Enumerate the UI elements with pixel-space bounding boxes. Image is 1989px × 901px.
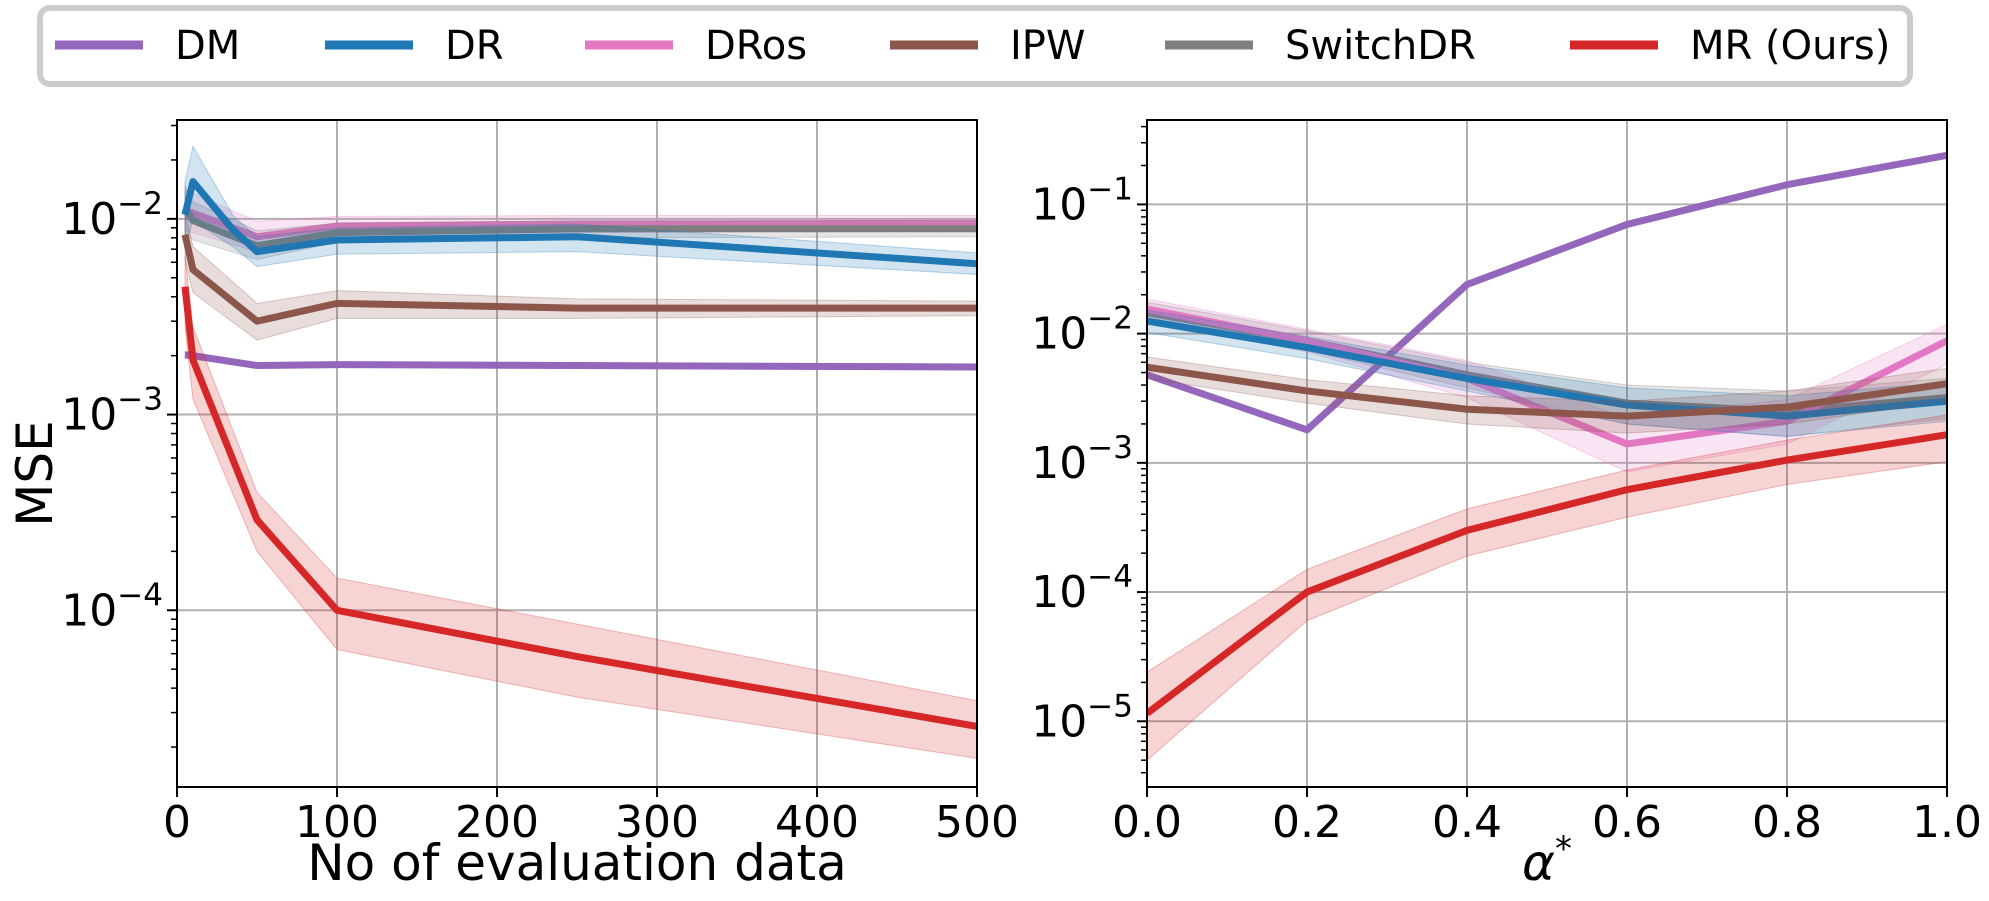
x-tick-label-2: 0.4 [1432,797,1502,848]
line-dr [181,178,977,268]
line-ipw [1147,363,1947,420]
line-switchdr [182,206,977,250]
x-tick-label-1: 0.2 [1272,797,1342,848]
legend-label-dr: DR [445,23,504,69]
legend-label-dm: DM [175,23,240,69]
x-tick-label-0: 0 [163,797,191,848]
legend-label-ipw: IPW [1010,23,1085,69]
line-dr [1147,317,1947,420]
legend-label-dros: DRos [705,23,807,69]
line-ipw [181,233,977,325]
band-mr-ours [184,255,977,759]
legend-label-mr-ours: MR (Ours) [1690,23,1890,69]
y-tick-label-0: 10−5 [1031,688,1133,747]
x-tick-label-5: 1.0 [1912,797,1982,848]
y-axis-label: MSE [6,420,64,526]
left-panel: 0 100 200 300 400 500 10−4 10−3 10−2 No of evalua… [6,119,1019,892]
right-panel: 0.0 0.2 0.4 0.6 0.8 1.0 10−5 10−4 10−3 10−2 10−1 α* [1031,119,1982,892]
x-tick-label-4: 400 [775,797,859,848]
y-tick-label-0: 10−4 [61,577,163,636]
line-dm [1147,151,1947,434]
x-axis-label: α* [1522,829,1572,892]
x-axis-label: No of evaluation data [307,834,846,892]
band-dr [1147,309,1947,437]
legend: DM DR DRos IPW SwitchDR MR (Ours) [37,5,1913,87]
y-tick-label-1: 10−3 [61,382,163,441]
x-tick-label-3: 300 [615,797,699,848]
band-ipw [1147,356,1947,434]
line-mr-ours [1147,431,1947,717]
axes-frame [1146,119,1948,788]
line-mr-ours [181,286,977,730]
x-tick-label-1: 100 [295,797,379,848]
x-tick-label-5: 500 [935,797,1019,848]
y-tick-label-4: 10−1 [1031,171,1133,230]
y-tick-label-2: 10−2 [61,186,163,245]
y-tick-label-2: 10−3 [1031,430,1133,489]
legend-label-switchdr: SwitchDR [1285,23,1476,69]
x-tick-label-2: 200 [455,797,539,848]
x-tick-label-3: 0.6 [1592,797,1662,848]
series-layer [181,144,977,759]
x-tick-label-4: 0.8 [1752,797,1822,848]
y-tick-label-1: 10−4 [1031,559,1133,618]
y-tick-label-3: 10−2 [1031,301,1133,360]
x-tick-label-0: 0.0 [1112,797,1182,848]
axes-frame [176,119,978,788]
series-layer [1147,151,1947,761]
